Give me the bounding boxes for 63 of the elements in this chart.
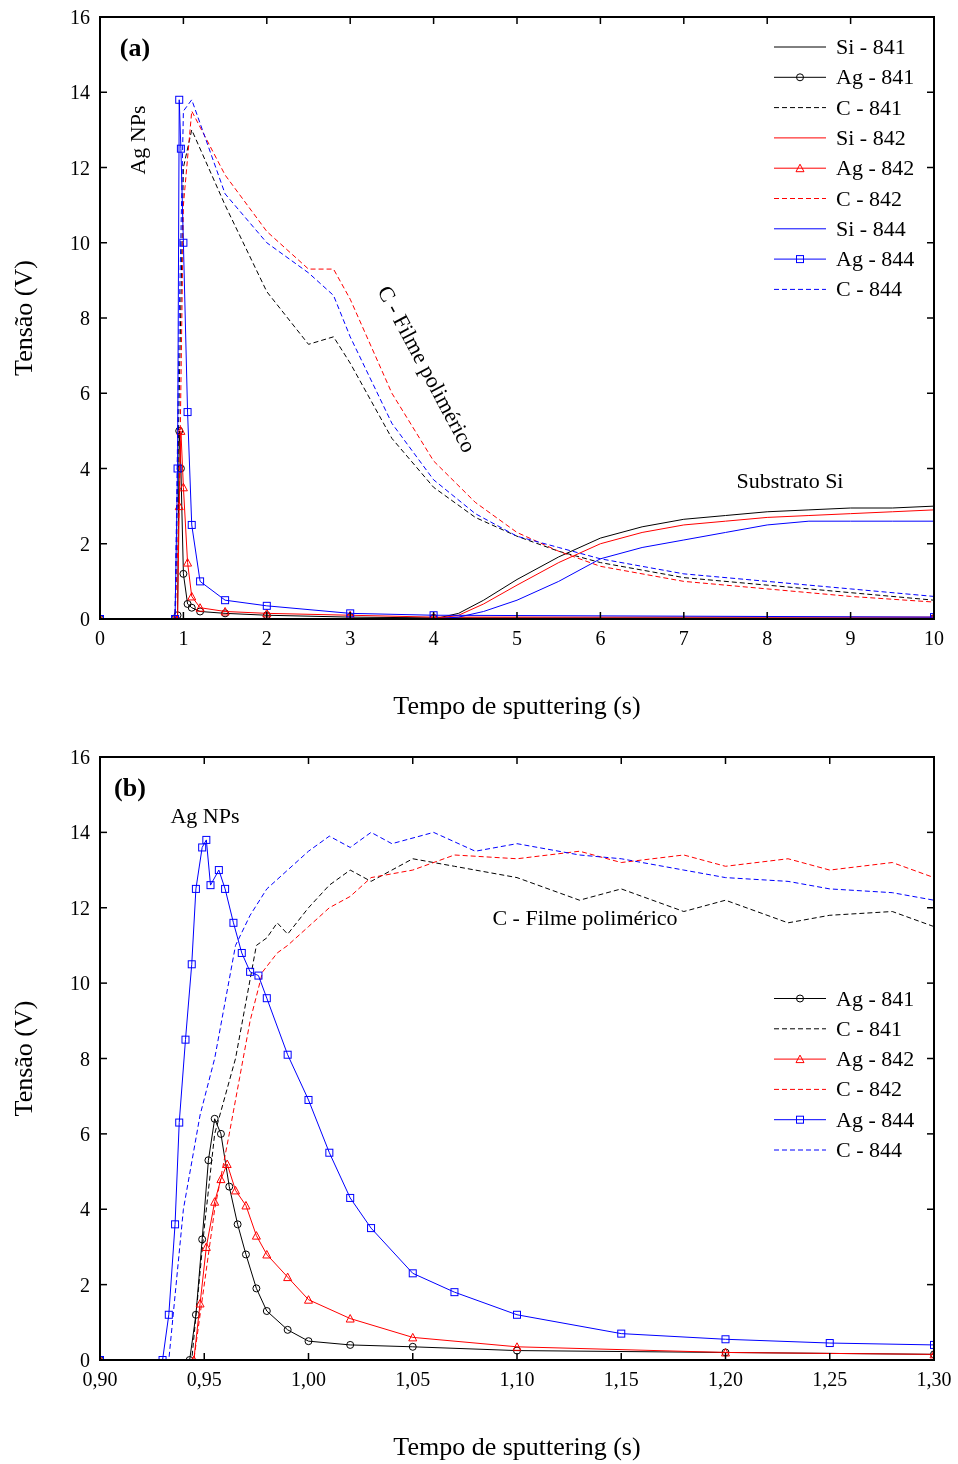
x-tick-label: 1,30 bbox=[916, 1368, 952, 1390]
y-tick-label: 14 bbox=[70, 81, 90, 104]
x-tick-label: 0,90 bbox=[82, 1368, 118, 1390]
legend-label: C - 841 bbox=[836, 94, 902, 120]
y-tick-label: 16 bbox=[70, 746, 90, 768]
legend-label: Si - 842 bbox=[836, 124, 906, 150]
y-tick-label: 2 bbox=[80, 532, 90, 555]
legend-label: C - 841 bbox=[836, 1015, 902, 1041]
y-tick-label: 12 bbox=[70, 896, 90, 919]
x-tick-label: 1,00 bbox=[291, 1368, 326, 1390]
annotation: C - Filme polimérico bbox=[492, 905, 678, 931]
legend-label: C - 844 bbox=[836, 1137, 902, 1162]
legend-label: Ag - 842 bbox=[836, 155, 915, 181]
legend-label: Si - 844 bbox=[836, 215, 906, 241]
x-tick-label: 5 bbox=[512, 627, 522, 649]
y-tick-label: 14 bbox=[70, 821, 90, 844]
x-tick-label: 0 bbox=[95, 627, 105, 649]
y-tick-label: 6 bbox=[80, 1122, 90, 1145]
annotation: Ag NPs bbox=[125, 105, 151, 175]
x-axis-title: Tempo de sputtering (s) bbox=[393, 1432, 641, 1461]
legend-label: Si - 841 bbox=[836, 34, 906, 59]
y-axis-title: Tensão (V) bbox=[9, 1000, 38, 1117]
x-tick-label: 2 bbox=[261, 627, 272, 649]
y-tick-label: 16 bbox=[70, 6, 90, 28]
annotation: (b) bbox=[114, 772, 146, 802]
legend-label: Ag - 844 bbox=[836, 1106, 915, 1132]
x-tick-label: 6 bbox=[595, 627, 606, 649]
x-tick-label: 1,20 bbox=[708, 1368, 743, 1390]
x-tick-label: 1,15 bbox=[603, 1368, 639, 1390]
x-axis-title: Tempo de sputtering (s) bbox=[393, 691, 641, 720]
y-axis-title: Tensão (V) bbox=[9, 260, 38, 376]
y-tick-label: 0 bbox=[80, 1349, 90, 1371]
x-tick-label: 1,25 bbox=[812, 1368, 848, 1390]
y-tick-label: 2 bbox=[80, 1273, 90, 1296]
legend-label: Ag - 844 bbox=[836, 246, 915, 272]
legend-label: C - 842 bbox=[836, 185, 902, 211]
y-tick-label: 0 bbox=[80, 608, 90, 630]
legend-label: C - 842 bbox=[836, 1076, 902, 1102]
y-tick-label: 12 bbox=[70, 156, 90, 179]
y-tick-label: 4 bbox=[80, 1198, 90, 1221]
x-tick-label: 8 bbox=[762, 627, 773, 649]
legend-label: Ag - 841 bbox=[836, 985, 915, 1011]
x-tick-label: 1,05 bbox=[395, 1368, 431, 1390]
y-tick-label: 6 bbox=[80, 382, 90, 405]
y-tick-label: 4 bbox=[80, 457, 90, 480]
legend-label: Ag - 841 bbox=[836, 64, 915, 90]
annotation: Ag NPs bbox=[170, 803, 240, 829]
x-tick-label: 3 bbox=[345, 627, 356, 649]
x-tick-label: 7 bbox=[678, 627, 689, 649]
legend-label: C - 844 bbox=[836, 276, 902, 302]
y-tick-label: 8 bbox=[80, 307, 90, 329]
x-tick-label: 9 bbox=[845, 627, 856, 649]
x-tick-label: 10 bbox=[924, 627, 944, 649]
annotation: (a) bbox=[119, 32, 151, 62]
y-tick-label: 10 bbox=[70, 231, 90, 254]
x-tick-label: 1,10 bbox=[499, 1368, 535, 1390]
y-tick-label: 10 bbox=[70, 972, 90, 995]
legend-label: Ag - 842 bbox=[836, 1046, 915, 1072]
x-tick-label: 4 bbox=[428, 627, 439, 649]
annotation: Substrato Si bbox=[736, 468, 844, 494]
y-tick-label: 8 bbox=[80, 1047, 90, 1070]
x-tick-label: 1 bbox=[178, 627, 189, 649]
x-tick-label: 0,95 bbox=[186, 1368, 222, 1390]
